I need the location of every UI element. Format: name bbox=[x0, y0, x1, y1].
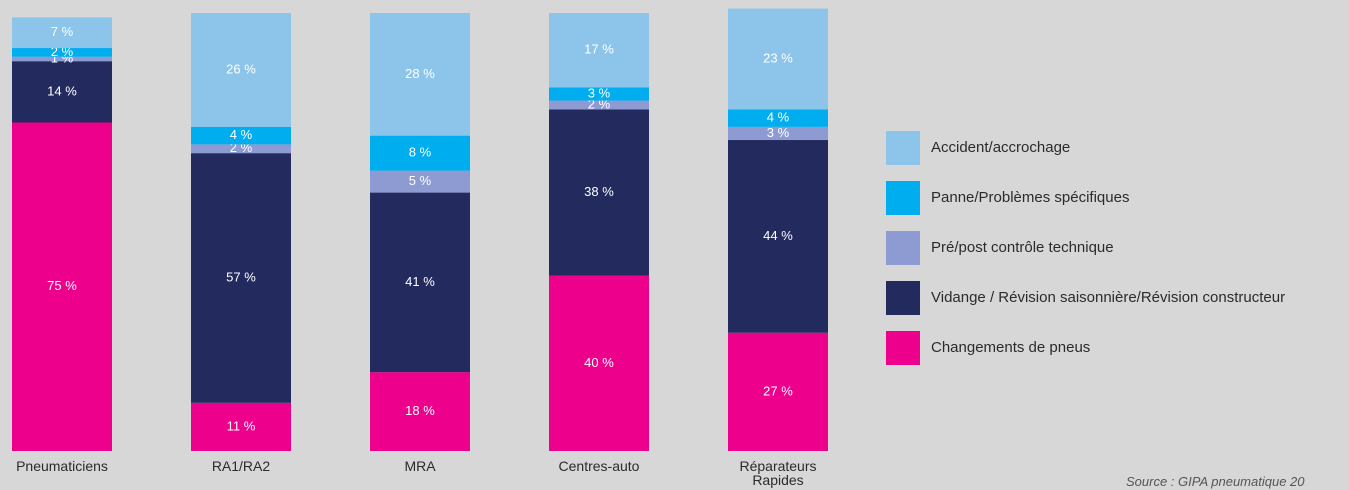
data-label: 8 % bbox=[409, 145, 432, 160]
legend-swatch bbox=[886, 281, 920, 315]
data-label: 3 % bbox=[767, 125, 790, 140]
bar-segment bbox=[728, 109, 828, 127]
bar-segment bbox=[549, 87, 649, 101]
bar-segment bbox=[191, 13, 291, 127]
data-label: 26 % bbox=[226, 61, 256, 76]
bar-segment bbox=[549, 13, 649, 88]
legend-label: Vidange / Révision saisonnière/Révision … bbox=[931, 289, 1285, 306]
x-tick-label: Centres-auto bbox=[558, 458, 640, 474]
x-tick-label: Pneumaticiens bbox=[16, 458, 108, 474]
bar-segment bbox=[191, 153, 291, 403]
bar-segment bbox=[12, 56, 112, 62]
data-label: 75 % bbox=[47, 278, 77, 293]
bar-segment bbox=[728, 332, 828, 451]
bar-segment bbox=[549, 100, 649, 110]
bar-segment bbox=[191, 402, 291, 451]
legend-label: Accident/accrochage bbox=[931, 139, 1070, 156]
data-label: 3 % bbox=[588, 85, 611, 100]
data-label: 41 % bbox=[405, 274, 435, 289]
bar-segment bbox=[191, 126, 291, 145]
data-label: 18 % bbox=[405, 403, 435, 418]
legend-label: Changements de pneus bbox=[931, 339, 1090, 356]
bar-segment bbox=[370, 372, 470, 451]
x-tick-label: MRA bbox=[404, 458, 436, 474]
data-label: 38 % bbox=[584, 184, 614, 199]
data-label: 4 % bbox=[230, 127, 253, 142]
data-label: 28 % bbox=[405, 66, 435, 81]
bar-segment bbox=[370, 13, 470, 136]
bar-segment bbox=[370, 135, 470, 171]
source: Source : GIPA pneumatique 20 bbox=[1126, 474, 1305, 489]
legend-swatch bbox=[886, 331, 920, 365]
legend-swatch bbox=[886, 231, 920, 265]
data-label: 14 % bbox=[47, 83, 77, 98]
legend-swatch bbox=[886, 131, 920, 165]
bar-segment bbox=[549, 275, 649, 451]
bar-segment bbox=[370, 192, 470, 373]
bar-segment bbox=[549, 109, 649, 276]
data-label: 7 % bbox=[51, 24, 74, 39]
bar-segment bbox=[728, 126, 828, 141]
data-label: 40 % bbox=[584, 355, 614, 370]
bar-segment bbox=[12, 48, 112, 57]
data-label: 23 % bbox=[763, 50, 793, 65]
legend-label: Panne/Problèmes spécifiques bbox=[931, 189, 1129, 206]
data-label: 57 % bbox=[226, 269, 256, 284]
data-label: 44 % bbox=[763, 228, 793, 243]
data-label: 27 % bbox=[763, 383, 793, 398]
bar-segment bbox=[728, 8, 828, 110]
data-label: 17 % bbox=[584, 42, 614, 57]
x-tick-label: RA1/RA2 bbox=[211, 458, 271, 474]
bar-segment bbox=[728, 140, 828, 333]
bar-segment bbox=[370, 170, 470, 193]
bar-segment bbox=[12, 122, 112, 451]
bar-segment bbox=[12, 61, 112, 123]
x-tick-label: Réparateurs Rapides bbox=[739, 458, 817, 488]
bar-segment bbox=[191, 144, 291, 154]
bar-segment bbox=[12, 17, 112, 49]
legend-swatch bbox=[886, 181, 920, 215]
data-label: 5 % bbox=[409, 173, 432, 188]
data-label: 11 % bbox=[227, 418, 256, 433]
data-label: 4 % bbox=[767, 110, 790, 125]
legend-label: Pré/post contrôle technique bbox=[931, 239, 1114, 256]
